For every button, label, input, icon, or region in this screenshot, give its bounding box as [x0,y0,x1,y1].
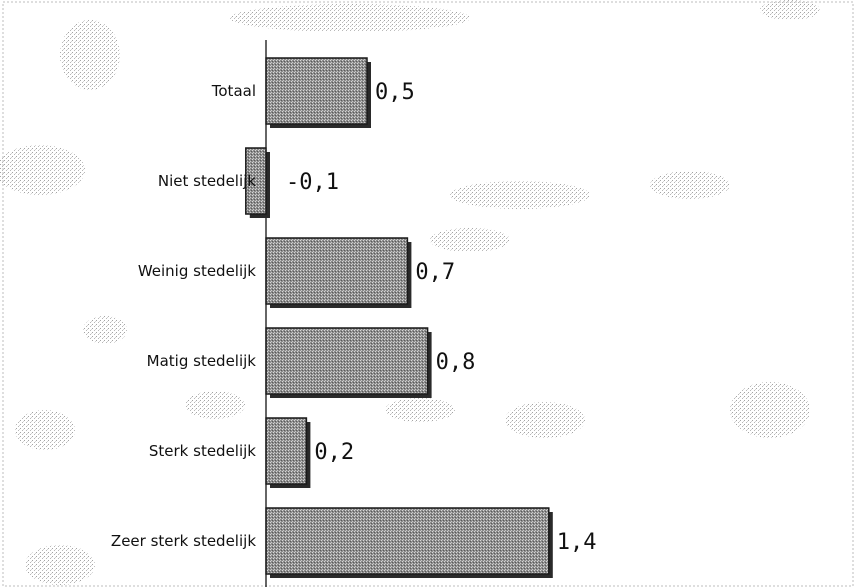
scan-artifact [730,382,810,438]
scan-artifact [650,171,730,199]
scan-artifact [60,20,120,90]
data-label: 0,5 [375,80,415,105]
category-label: Matig stedelijk [147,352,257,370]
scan-artifact [760,0,820,20]
category-label: Niet stedelijk [158,172,256,190]
scan-artifact [385,398,455,422]
data-label: 0,8 [436,350,476,375]
scan-artifact [230,4,470,32]
scan-artifact [505,402,585,438]
data-label: 0,2 [314,440,354,465]
data-label: -0,1 [286,170,339,195]
data-label: 1,4 [557,530,597,555]
bar [265,57,368,125]
category-label: Totaal [211,82,256,100]
scan-artifact [25,545,95,585]
bar [265,417,308,485]
scan-artifact [430,228,510,252]
data-label: 0,7 [415,260,455,285]
bar [265,327,429,395]
category-label: Zeer sterk stedelijk [111,532,256,550]
scan-artifact [15,410,75,450]
category-label: Sterk stedelijk [149,442,256,460]
bar [265,237,409,305]
scan-artifact [0,145,85,195]
bar [245,147,267,215]
bar [265,507,550,575]
category-label: Weinig stedelijk [138,262,256,280]
scan-artifact [185,391,245,419]
scan-artifact [83,316,127,344]
scan-artifact [450,181,590,209]
